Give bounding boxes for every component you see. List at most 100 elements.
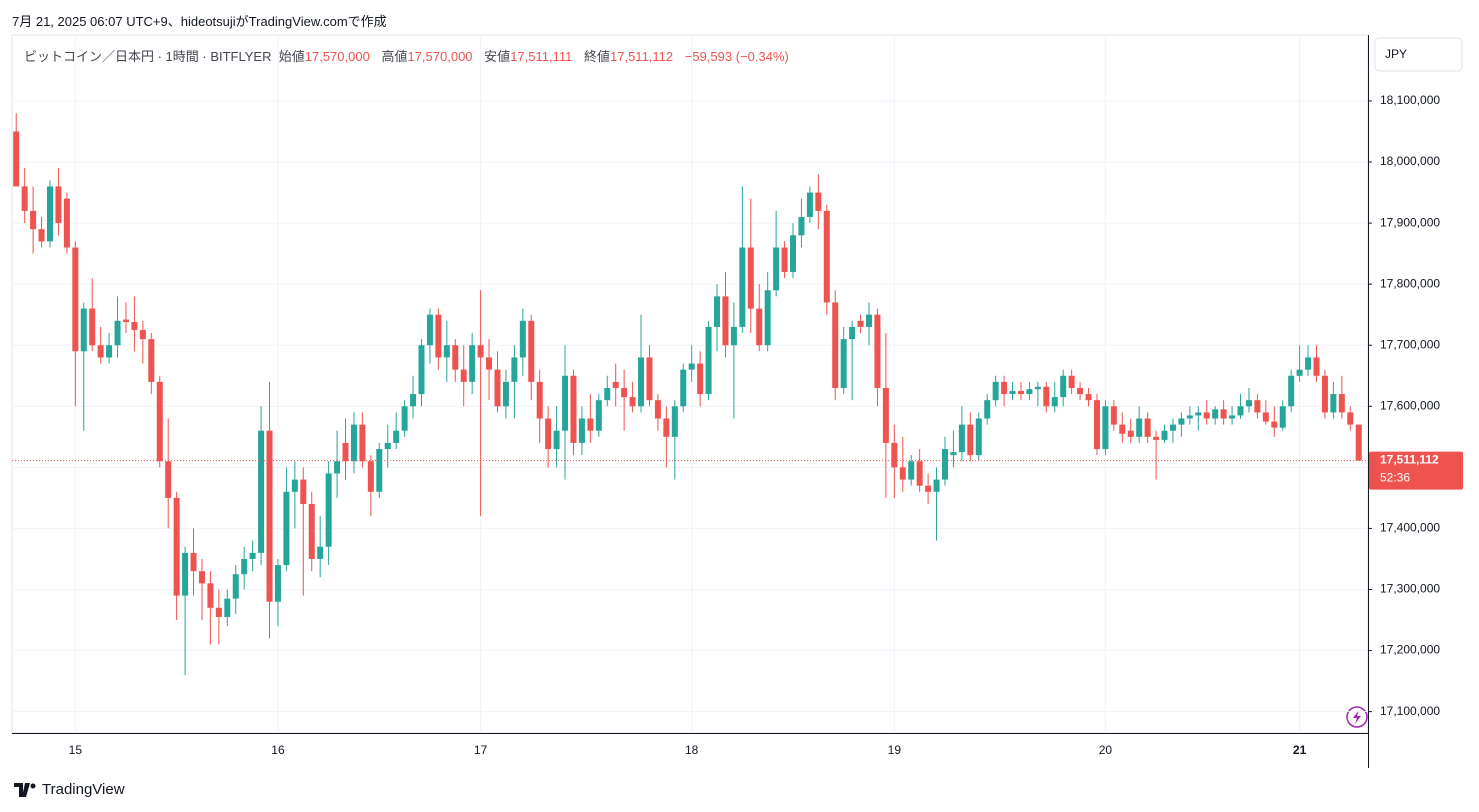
candle-body xyxy=(1068,375,1075,388)
candle-body xyxy=(148,339,155,382)
candle-body xyxy=(832,302,839,388)
candle-body xyxy=(1110,406,1117,425)
candle-body xyxy=(697,363,704,395)
candle-body xyxy=(578,418,585,443)
candle-body xyxy=(705,326,712,395)
candle-body xyxy=(1330,394,1337,413)
candle-body xyxy=(1093,400,1100,450)
candle-body xyxy=(1203,412,1210,419)
candle-body xyxy=(1313,357,1320,376)
candle-body xyxy=(933,479,940,492)
close-label: 終値 xyxy=(583,49,610,64)
candle-body xyxy=(1144,418,1151,437)
candle-body xyxy=(984,400,991,419)
candle-body xyxy=(621,387,628,398)
candle-body xyxy=(443,345,450,358)
candle-body xyxy=(739,247,746,327)
currency-button[interactable] xyxy=(1374,37,1463,72)
candle-body xyxy=(865,314,872,327)
candle-body xyxy=(562,375,569,431)
candle-body xyxy=(502,381,509,407)
open-label: 始値 xyxy=(278,49,305,64)
candle-body xyxy=(72,247,79,352)
candle-body xyxy=(958,424,965,453)
candle-body xyxy=(899,467,906,480)
candle-body xyxy=(1212,409,1219,419)
candle-body xyxy=(1347,412,1354,425)
candle-body xyxy=(274,565,281,602)
candle-body xyxy=(764,290,771,346)
candle-body xyxy=(654,400,661,419)
candle-body xyxy=(1254,400,1261,413)
x-tick-label: 16 xyxy=(271,743,285,757)
candle-body xyxy=(663,418,670,437)
candle-body xyxy=(122,319,129,323)
candle-body xyxy=(283,491,290,566)
candle-body xyxy=(570,375,577,443)
candle-body xyxy=(595,400,602,431)
candle-body xyxy=(190,552,197,572)
candle-body xyxy=(891,442,898,468)
candle-body xyxy=(334,461,341,474)
footer: TradingView xyxy=(14,781,125,798)
close-value: 17,511,112 xyxy=(610,49,674,64)
candle-body xyxy=(874,314,881,388)
candle-body xyxy=(1229,415,1236,419)
candle-body xyxy=(553,430,560,450)
brand: TradingView xyxy=(42,781,125,798)
candle-body xyxy=(849,326,856,340)
candle-body xyxy=(671,406,678,437)
candle-body xyxy=(300,479,307,504)
candle-body xyxy=(384,442,391,450)
candle-body xyxy=(967,424,974,456)
candle-body xyxy=(80,308,87,352)
high-label: 高値 xyxy=(381,49,408,64)
candle-body xyxy=(165,461,172,498)
candle-body xyxy=(114,320,121,346)
low-label: 安値 xyxy=(484,49,511,64)
candle-body xyxy=(266,430,273,602)
candle-body xyxy=(13,131,20,187)
candle-body xyxy=(198,571,205,584)
y-tick-label: 17,900,000 xyxy=(1380,215,1440,229)
x-tick-label: 18 xyxy=(685,743,699,757)
y-tick-label: 17,100,000 xyxy=(1380,704,1440,718)
candle-body xyxy=(714,296,721,327)
candle-body xyxy=(1271,421,1278,428)
candle-body xyxy=(89,308,96,346)
candle-body xyxy=(1245,400,1252,407)
candle-body xyxy=(410,394,417,407)
candle-body xyxy=(781,247,788,272)
candle-body xyxy=(1305,357,1312,370)
candle-body xyxy=(882,387,889,443)
candle-body xyxy=(806,192,813,217)
y-tick-label: 17,200,000 xyxy=(1380,643,1440,657)
candle-body xyxy=(393,430,400,443)
candle-body xyxy=(840,339,847,388)
candle-body xyxy=(975,418,982,456)
candle-body xyxy=(604,387,611,401)
candle-body xyxy=(367,461,374,492)
candle-body xyxy=(536,381,543,419)
candle-body xyxy=(1288,375,1295,407)
candle-body xyxy=(1009,391,1016,395)
last-price-label: 17,511,112 xyxy=(1380,453,1439,467)
candle-body xyxy=(325,473,332,547)
candle-body xyxy=(1001,381,1008,395)
x-tick-label: 19 xyxy=(888,743,902,757)
last-price-tag xyxy=(1369,451,1463,490)
candle-body xyxy=(941,449,948,480)
candle-body xyxy=(1017,391,1024,395)
candle-body xyxy=(469,345,476,382)
candle-body xyxy=(1051,397,1058,407)
candle-body xyxy=(1186,415,1193,419)
currency[interactable]: JPY xyxy=(1385,47,1407,61)
y-tick-label: 18,000,000 xyxy=(1380,154,1440,168)
candle-body xyxy=(1178,418,1185,425)
candle-body xyxy=(258,430,265,553)
x-tick-label: 17 xyxy=(474,743,488,757)
candle-body xyxy=(106,345,113,358)
low-value: 17,511,111 xyxy=(510,49,573,64)
candle-body xyxy=(1136,418,1143,437)
